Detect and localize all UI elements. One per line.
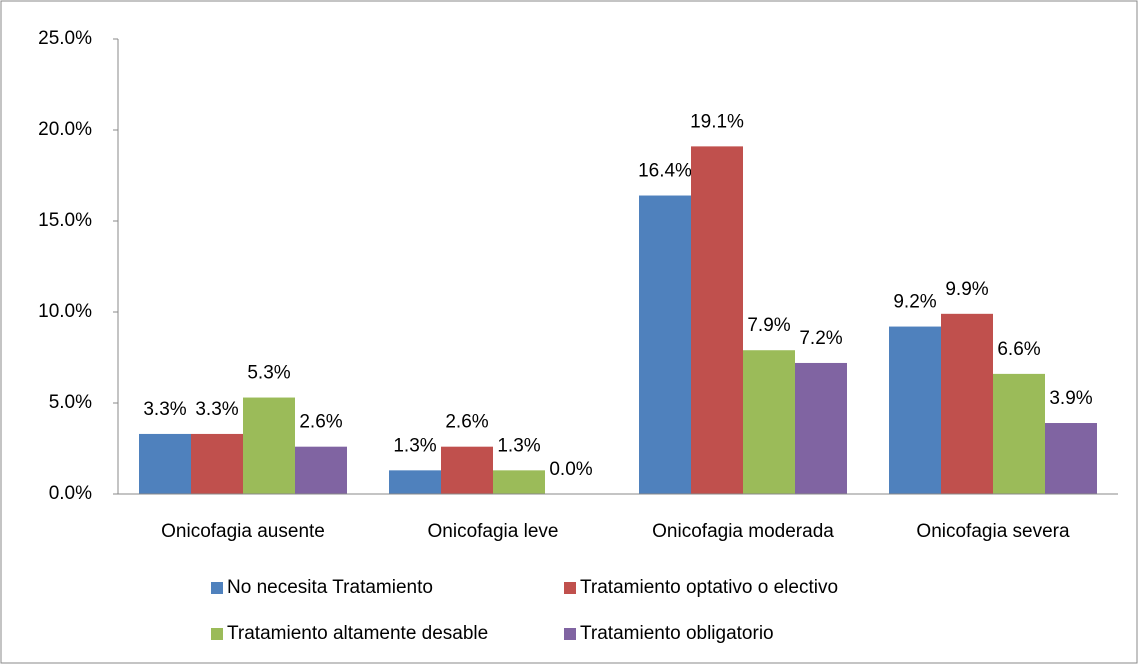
data-label: 3.3% [143,399,186,420]
legend-swatch [211,628,223,640]
x-tick-label: Onicofagia severa [916,521,1070,542]
bar [441,446,493,494]
y-tick-label: 15.0% [38,210,92,231]
data-label: 7.9% [747,315,790,336]
data-label: 9.9% [945,279,988,300]
legend-label: Tratamiento altamente desable [227,623,488,644]
bar [139,433,191,494]
y-tick-label: 0.0% [49,483,92,504]
bar [295,446,347,494]
data-label: 16.4% [638,161,692,182]
y-tick-label: 5.0% [49,392,92,413]
data-label: 3.3% [195,399,238,420]
data-label: 1.3% [497,435,540,456]
bar [743,350,795,494]
bar [243,397,295,494]
bar [493,470,545,494]
bar [691,146,743,494]
x-tick-label: Onicofagia moderada [652,521,834,542]
data-label: 7.2% [799,328,842,349]
legend-swatch [211,582,223,594]
legend-label: No necesita Tratamiento [227,577,433,598]
legend-label: Tratamiento obligatorio [580,623,774,644]
y-tick-label: 10.0% [38,301,92,322]
y-tick-label: 20.0% [38,119,92,140]
x-tick-label: Onicofagia ausente [161,521,325,542]
bar [993,373,1045,494]
data-label: 6.6% [997,339,1040,360]
bar [941,313,993,494]
bar [389,470,441,494]
bar [191,433,243,494]
legend-label: Tratamiento optativo o electivo [580,577,838,598]
data-label: 1.3% [393,435,436,456]
bar [795,362,847,494]
data-label: 3.9% [1049,388,1092,409]
data-label: 2.6% [445,412,488,433]
legend-swatch [564,628,576,640]
data-label: 2.6% [299,412,342,433]
data-label: 19.1% [690,111,744,132]
data-label: 9.2% [893,292,936,313]
data-label: 5.3% [247,363,290,384]
bar [889,326,941,494]
bar [639,195,691,494]
y-tick-label: 25.0% [38,28,92,49]
data-label: 0.0% [549,459,592,480]
x-tick-label: Onicofagia leve [428,521,559,542]
legend-swatch [564,582,576,594]
bar [1045,423,1097,494]
